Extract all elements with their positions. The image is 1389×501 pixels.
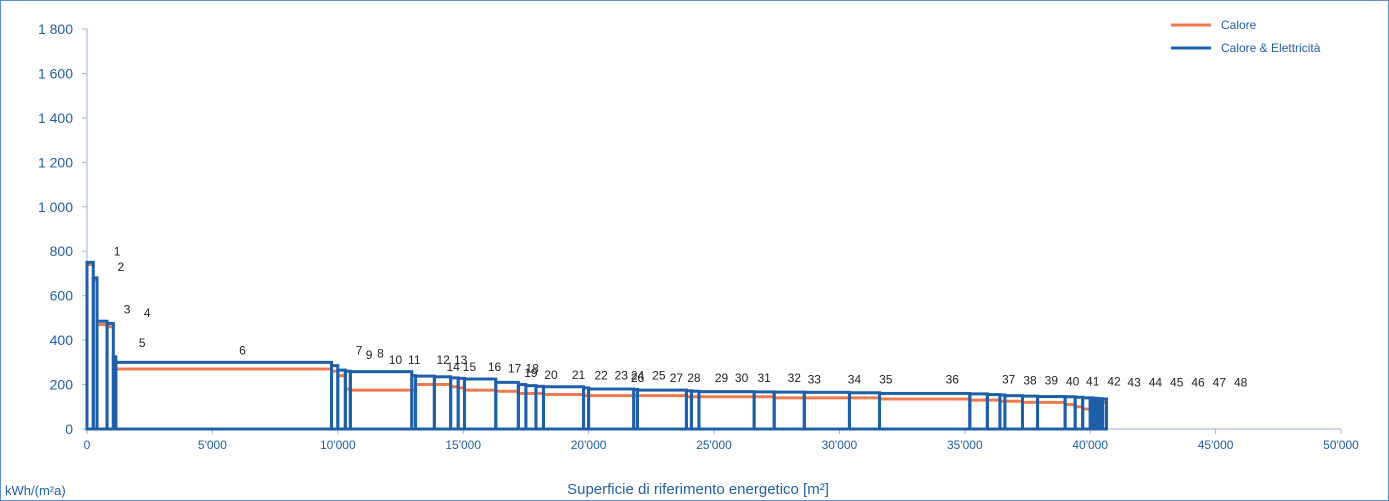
bar-label: 23: [615, 369, 629, 383]
x-tick-label: 35'000: [947, 438, 983, 452]
y-tick-label: 1 200: [38, 154, 73, 170]
bar-label: 18: [525, 361, 539, 375]
bar-label: 31: [757, 371, 771, 385]
y-tick-label: 400: [50, 332, 74, 348]
series-calore: [87, 263, 1107, 411]
y-tick-label: 800: [50, 243, 74, 259]
bar-label: 42: [1107, 375, 1121, 389]
bar-label: 29: [715, 371, 729, 385]
bar-label: 1: [114, 245, 121, 259]
x-axis-ticks: 0 5'000 10'000 15'000 20'000 25'000 30'000 35'0…: [84, 429, 1359, 452]
bar-label: 21: [572, 368, 586, 382]
bar-label: 32: [788, 371, 802, 385]
bar-label: 46: [1191, 375, 1205, 389]
bar-label: 4: [144, 306, 151, 320]
y-tick-label: 1 400: [38, 110, 73, 126]
bar-label: 13: [454, 353, 468, 367]
legend-label-calore: Calore: [1221, 18, 1257, 32]
y-tick-label: 600: [50, 288, 74, 304]
bar-label: 11: [408, 353, 421, 367]
bar-label: 33: [808, 372, 822, 386]
total-bar-17: [494, 380, 520, 431]
bar-label: 47: [1213, 375, 1227, 389]
bar-label: 6: [239, 344, 246, 358]
y-axis-ticks: 0 200 400 600 800 1 000 1 200 1 400 1 600 1 800: [38, 21, 87, 437]
bar-label: 38: [1023, 374, 1037, 388]
total-bar-48: [1101, 397, 1109, 431]
bar-label: 7: [356, 344, 363, 358]
legend-label-calore-elettricita: Calore & Elettricità: [1221, 41, 1321, 55]
bar-label: 45: [1170, 375, 1184, 389]
bar-label: 2: [118, 260, 125, 274]
x-tick-label: 10'000: [320, 438, 356, 452]
bar-label: 8: [377, 346, 384, 360]
bar-label: 44: [1149, 375, 1163, 389]
bar-label: 36: [946, 372, 960, 386]
bar-label: 9: [366, 348, 373, 362]
bar-label: 40: [1066, 375, 1080, 389]
bar-label: 30: [735, 371, 749, 385]
y-tick-label: 1 600: [38, 65, 73, 81]
x-tick-label: 30'000: [822, 438, 858, 452]
bar-label: 35: [879, 372, 893, 386]
bar-label: 22: [594, 369, 608, 383]
x-axis-title: Superficie di riferimento energetico [m²…: [567, 481, 829, 498]
bar-label: 41: [1086, 375, 1100, 389]
bar-label: 16: [488, 360, 502, 374]
x-tick-label: 0: [84, 438, 91, 452]
total-bar-10: [348, 370, 414, 431]
bar-label: 34: [848, 372, 862, 386]
bar-label: 20: [544, 368, 558, 382]
bar-label: 43: [1127, 375, 1141, 389]
bar-label: 26: [631, 371, 645, 385]
legend: Calore Calore & Elettricità: [1171, 18, 1321, 55]
y-axis-title: kWh/(m²a): [5, 483, 66, 498]
bar-label: 25: [652, 369, 666, 383]
bar-label: 19: [524, 366, 538, 380]
bar-label: 24: [631, 369, 645, 383]
bar-label: 28: [687, 371, 701, 385]
total-bar-6: [114, 360, 334, 431]
bar-label: 39: [1045, 374, 1059, 388]
y-tick-label: 0: [65, 421, 73, 437]
bar-label: 37: [1002, 372, 1016, 386]
total-bar-16: [462, 377, 498, 431]
x-tick-label: 40'000: [1072, 438, 1108, 452]
x-tick-label: 50'000: [1323, 438, 1359, 452]
total-bar-40: [1063, 395, 1077, 431]
bar-label: 17: [508, 361, 522, 375]
x-tick-label: 20'000: [571, 438, 607, 452]
bar-label: 5: [139, 336, 146, 350]
bar-label: 12: [436, 353, 450, 367]
x-tick-label: 25'000: [696, 438, 732, 452]
bar-label: 27: [670, 371, 684, 385]
series-calore-elettricita: [85, 260, 1109, 431]
bar-label: 10: [389, 353, 403, 367]
y-tick-label: 1 000: [38, 199, 73, 215]
y-tick-label: 1 800: [38, 21, 73, 37]
bar-label: 48: [1234, 375, 1248, 389]
bar-label: 3: [124, 302, 131, 316]
x-tick-label: 45'000: [1198, 438, 1234, 452]
x-tick-label: 15'000: [445, 438, 481, 452]
y-tick-label: 200: [50, 377, 74, 393]
total-bar-3: [95, 319, 109, 431]
bar-label: 15: [463, 360, 477, 374]
x-tick-label: 5'000: [198, 438, 227, 452]
bar-label: 14: [446, 360, 460, 374]
